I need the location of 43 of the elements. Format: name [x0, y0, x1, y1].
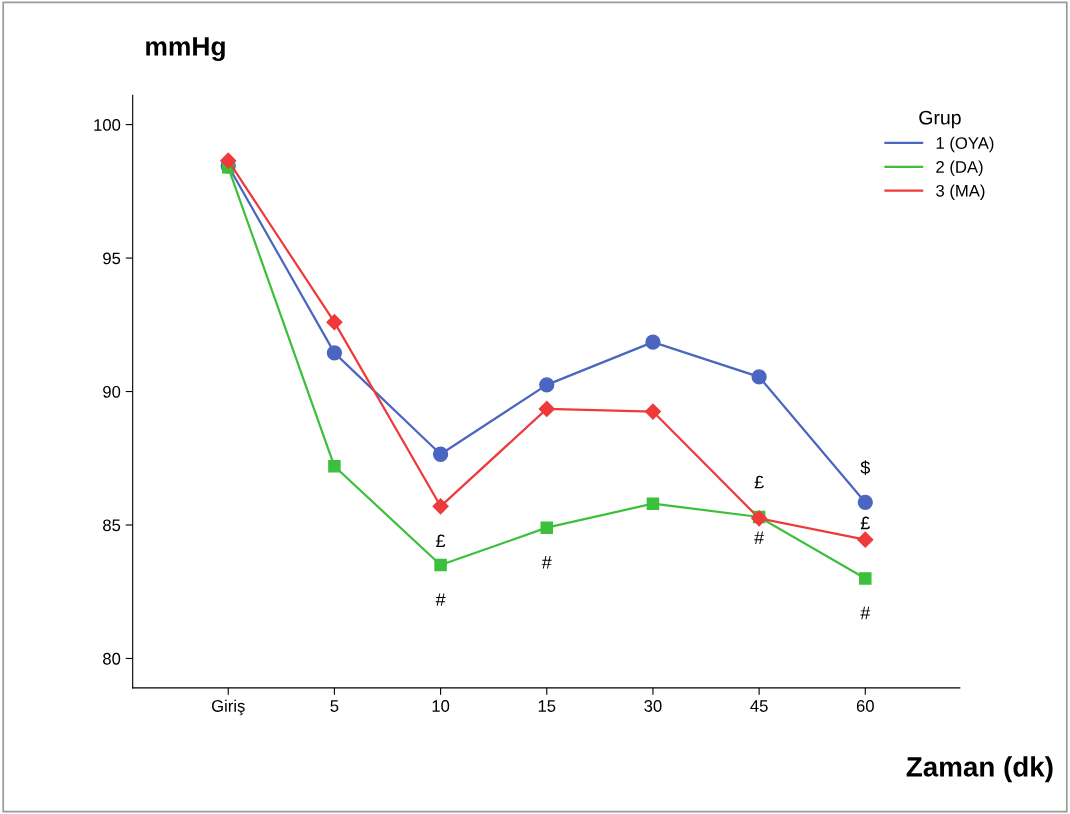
point — [326, 314, 343, 331]
annotation: £ — [754, 475, 764, 489]
point — [328, 460, 341, 473]
legend-label: 3 (MA) — [936, 184, 985, 200]
x-tick-label: 60 — [856, 700, 874, 712]
x-tick-label: 30 — [644, 700, 662, 712]
point — [645, 334, 661, 350]
y-tick-label: 85 — [103, 519, 121, 532]
x-tick-label: 5 — [330, 700, 339, 712]
annotation: £ — [860, 516, 871, 530]
y-tick-label: 80 — [103, 652, 121, 665]
y-tick-label: 100 — [94, 119, 121, 131]
point — [540, 521, 554, 534]
annotation: £ — [436, 534, 446, 548]
point — [539, 377, 555, 393]
point — [432, 498, 449, 515]
y-tick-label: 90 — [103, 385, 121, 398]
x-tick-label: 15 — [538, 700, 556, 712]
annotation: # — [754, 531, 765, 544]
x-tick-label: 45 — [750, 700, 768, 712]
point — [220, 152, 237, 169]
legend-label: 1 (OYA) — [936, 136, 994, 153]
x-axis-title: Zaman (dk) — [906, 756, 1053, 783]
point — [326, 345, 343, 361]
point — [857, 531, 874, 548]
point — [857, 494, 873, 510]
legend-title: Grup — [919, 110, 961, 129]
legend-label: 2 (DA) — [936, 160, 983, 177]
annotation: # — [435, 593, 446, 606]
x-tick-label: Giriş — [211, 699, 245, 716]
annotation: $ — [860, 460, 871, 475]
annotation: # — [860, 606, 871, 620]
point — [434, 558, 447, 572]
point — [859, 572, 872, 585]
point — [751, 369, 767, 385]
y-tick-label: 95 — [103, 252, 121, 265]
point — [432, 446, 449, 462]
point — [646, 497, 660, 510]
point — [644, 403, 662, 420]
x-tick-label: 10 — [432, 700, 450, 712]
y-axis-title: mmHg — [146, 37, 225, 62]
point — [538, 400, 555, 417]
annotation: # — [541, 556, 552, 569]
